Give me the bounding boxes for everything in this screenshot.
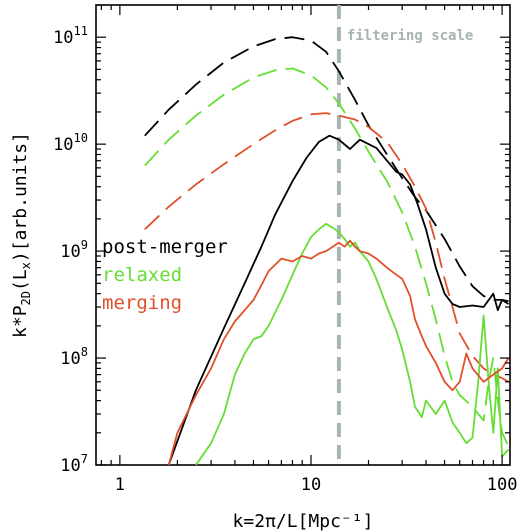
axis-ticks: 1 10 100 107 108 109 1010 1011 (53, 4, 518, 495)
y-axis-label-sub: 2D (19, 291, 33, 305)
axes-frame (95, 4, 511, 466)
legend: post-merger relaxed merging (102, 236, 228, 314)
series-line-3 (167, 134, 509, 466)
series-lines (144, 36, 510, 466)
y-tick-label: 108 (60, 345, 88, 369)
y-axis-label-main: k*P (10, 305, 31, 338)
series-line-5 (167, 239, 510, 466)
y-axis-label-end: )[arb.units] (10, 132, 31, 262)
legend-relaxed: relaxed (102, 264, 182, 286)
filtering-scale-marker: filtering scale (336, 5, 473, 465)
series-line-1 (144, 67, 510, 447)
y-axis-label: k*P2D(Lx)[arb.units] (10, 132, 33, 338)
x-axis-label: k=2π/L[Mpc⁻¹] (233, 511, 374, 532)
x-tick-label: 1 (115, 475, 125, 495)
y-axis-label-sub2: x (19, 262, 33, 269)
y-tick-label: 1011 (53, 24, 88, 48)
y-tick-label: 107 (60, 452, 88, 476)
legend-merging: merging (102, 292, 182, 314)
y-tick-label: 1010 (53, 131, 88, 155)
plot-frame (95, 4, 511, 466)
x-tick-label: 100 (487, 475, 518, 495)
series-line-0 (144, 36, 509, 303)
x-tick-label: 10 (301, 475, 321, 495)
filtering-scale-label: filtering scale (347, 28, 473, 44)
legend-post-merger: post-merger (102, 236, 228, 258)
y-tick-label: 109 (60, 238, 88, 262)
y-axis-label-mid: (L (10, 269, 31, 291)
series-line-4 (195, 222, 510, 466)
